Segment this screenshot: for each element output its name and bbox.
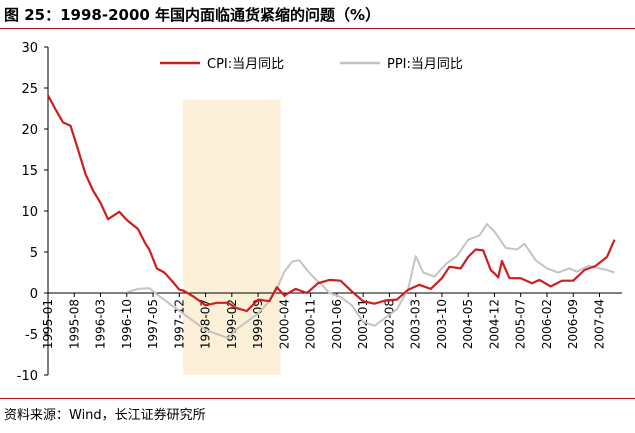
- x-tick-label: 2004-12: [487, 299, 501, 349]
- x-tick-label: 1996-03: [94, 299, 108, 349]
- figure-title: 图 25：1998-2000 年国内面临通货紧缩的问题（%）: [4, 6, 381, 24]
- x-tick-label: 2000-11: [304, 299, 318, 349]
- x-tick-label: 2002-08: [382, 299, 396, 349]
- line-chart: -10 -5 0 5 10 15 20 25 30 1995-01 1995-08 1996-03 19…: [17, 41, 622, 384]
- cpi-legend-label: CPI:当月同比: [207, 57, 284, 72]
- x-tick-label: 1997-05: [146, 299, 160, 349]
- x-tick-label: 2007-04: [592, 299, 606, 349]
- source-divider: [0, 398, 635, 399]
- x-tick-label: 1998-07: [199, 299, 213, 349]
- y-tick-label: 10: [21, 205, 38, 220]
- x-tick-label: 1997-12: [172, 299, 186, 349]
- title-divider: [0, 28, 635, 29]
- y-tick-label: 5: [30, 246, 38, 261]
- y-tick-label: 0: [30, 287, 38, 302]
- x-tick-label: 2000-04: [277, 299, 291, 349]
- x-tick-label: 1996-10: [120, 299, 134, 349]
- x-tick-label: 2002-01: [356, 299, 370, 349]
- source-note: 资料来源：Wind，长江证券研究所: [4, 408, 206, 423]
- ppi-series-line: [126, 223, 615, 340]
- x-tick-label: 2004-05: [461, 299, 475, 349]
- y-tick-label: 25: [21, 82, 38, 97]
- x-tick-label: 2006-02: [540, 299, 554, 349]
- y-tick-label: -10: [17, 369, 38, 384]
- cpi-series-line: [47, 94, 616, 313]
- ppi-legend-label: PPI:当月同比: [387, 57, 463, 72]
- deflation-period-band: [183, 99, 281, 375]
- x-tick-label: 1999-09: [251, 299, 265, 349]
- y-tick-label: -5: [25, 328, 38, 343]
- x-tick-label: 2001-06: [330, 299, 344, 349]
- y-tick-label: 30: [21, 41, 38, 56]
- y-tick-label: 20: [21, 123, 38, 138]
- x-tick-label: 2003-03: [409, 299, 423, 349]
- x-tick-label: 1995-08: [67, 299, 81, 349]
- x-tick-label: 2006-09: [566, 299, 580, 349]
- x-tick-label: 2005-07: [514, 299, 528, 349]
- x-tick-label: 2003-10: [435, 299, 449, 349]
- x-tick-label: 1995-01: [41, 299, 55, 349]
- y-tick-label: 15: [21, 164, 38, 179]
